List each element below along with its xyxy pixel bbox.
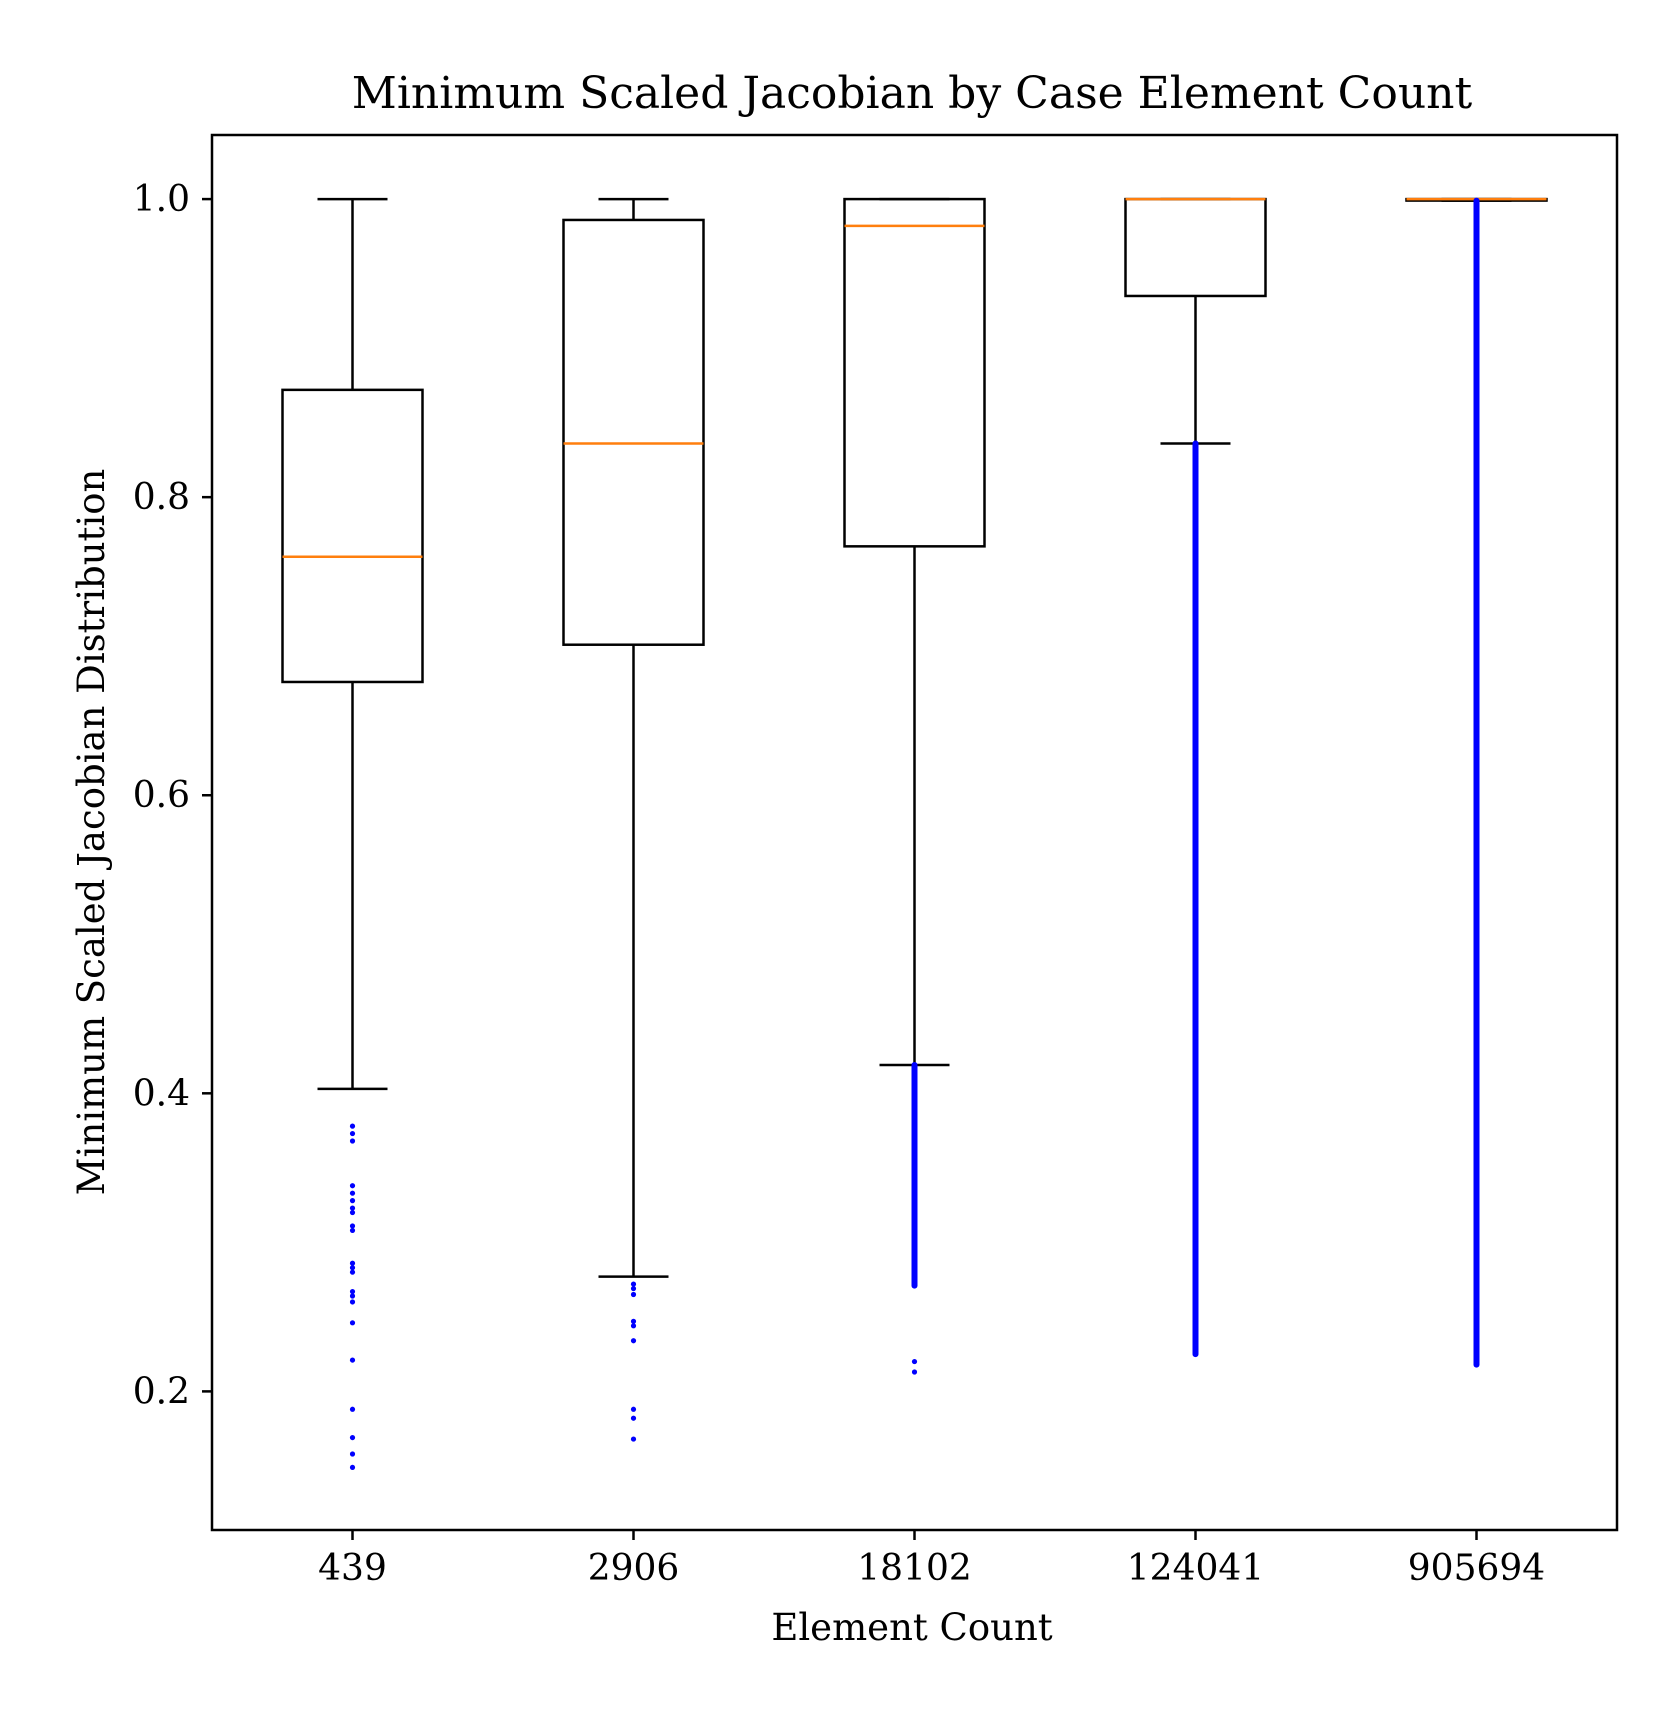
y-tick-label: 0.8: [133, 477, 190, 518]
x-tick-label: 18102: [857, 1548, 972, 1589]
outlier-point: [911, 1369, 918, 1375]
x-tick-label: 439: [318, 1548, 387, 1589]
chart-title: Minimum Scaled Jacobian by Case Element …: [352, 68, 1473, 119]
outlier-point: [349, 1406, 356, 1412]
outlier-point: [630, 1318, 637, 1324]
outlier-point: [630, 1291, 637, 1298]
y-tick-label: 0.4: [133, 1073, 190, 1114]
chart-axes: 439 2906 18102 124041 905694 0.2 0.4 0.6 0.8 1.0: [133, 179, 1545, 1589]
y-tick-label: 0.2: [133, 1371, 190, 1412]
x-tick-label: 2906: [588, 1548, 680, 1589]
x-axis-label: Element Count: [771, 1606, 1052, 1649]
outlier-point: [349, 1198, 356, 1204]
box-group-124041: [1124, 197, 1267, 1358]
outlier-point: [349, 1299, 356, 1305]
outlier-point: [630, 1285, 637, 1292]
outlier-point: [349, 1451, 356, 1457]
box-group-439: [281, 197, 424, 1471]
box-group-905694: [1405, 197, 1548, 1368]
outlier-point: [349, 1293, 356, 1299]
y-axis-label: Minimum Scaled Jacobian Distribution: [70, 469, 113, 1196]
x-tick-label: 124041: [1127, 1548, 1264, 1589]
outlier-point: [349, 1357, 356, 1363]
outlier-point: [349, 1227, 356, 1234]
outlier-point: [349, 1223, 356, 1229]
box-iqr: [843, 197, 986, 548]
outlier-point: [349, 1269, 356, 1275]
outlier-point: [630, 1281, 637, 1287]
outlier-point: [349, 1288, 356, 1295]
outlier-point: [630, 1406, 637, 1412]
outlier-point: [349, 1205, 356, 1211]
y-tick-label: 0.6: [133, 775, 190, 816]
outlier-point: [349, 1260, 356, 1266]
outlier-point: [349, 1209, 356, 1216]
outlier-point: [349, 1434, 356, 1441]
outlier-point: [349, 1320, 356, 1326]
box-group-18102: [843, 197, 986, 1375]
outlier-point: [349, 1130, 356, 1137]
outlier-point: [349, 1265, 356, 1271]
outlier-point: [630, 1338, 637, 1344]
box-group-2906: [562, 197, 705, 1442]
box-iqr: [562, 218, 705, 646]
chart-marks: [281, 197, 1548, 1471]
outlier-point: [349, 1190, 356, 1196]
outlier-point: [630, 1436, 637, 1442]
outlier-point: [630, 1415, 637, 1421]
outlier-point: [349, 1183, 356, 1189]
outlier-point: [349, 1464, 356, 1471]
outlier-point: [349, 1138, 356, 1144]
outlier-point: [911, 1358, 918, 1365]
box-iqr: [281, 388, 424, 684]
x-tick-label: 905694: [1408, 1548, 1545, 1589]
y-tick-label: 1.0: [133, 179, 190, 220]
plot-frame: [210, 133, 1619, 1532]
outlier-point: [630, 1323, 637, 1329]
outlier-point: [349, 1123, 356, 1129]
